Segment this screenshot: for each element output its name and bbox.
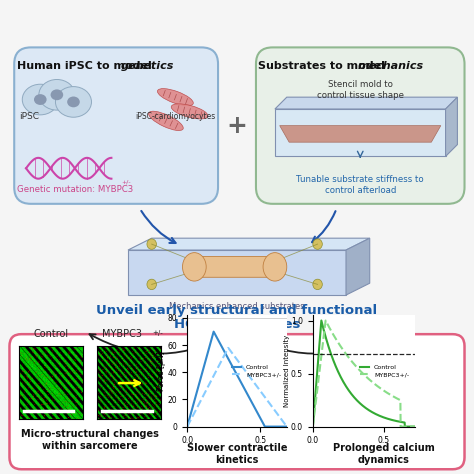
MYBPC3+/- (416, 424, 422, 429)
Control (219, 344, 225, 350)
Text: Genetic mutation: MYBPC3: Genetic mutation: MYBPC3 (17, 185, 133, 194)
Control (197, 378, 203, 383)
Ellipse shape (39, 80, 75, 110)
Ellipse shape (55, 87, 91, 117)
MYBPC3+/- (251, 379, 256, 385)
Text: Human iPSC to model: Human iPSC to model (17, 61, 155, 72)
Control (323, 335, 329, 341)
Control (211, 329, 217, 335)
Control (352, 396, 358, 401)
MYBPC3+/- (219, 358, 224, 364)
Text: iPSC: iPSC (19, 112, 39, 120)
MYBPC3+/- (352, 363, 358, 368)
Text: Slower contractile
kinetics: Slower contractile kinetics (187, 443, 287, 465)
MYBPC3+/- (197, 400, 203, 405)
Text: mechanics: mechanics (358, 61, 424, 72)
Y-axis label: Normalized Intensity: Normalized Intensity (283, 335, 290, 407)
Control (387, 417, 393, 422)
Control (261, 422, 267, 428)
Text: MYBPC3: MYBPC3 (102, 329, 142, 339)
MYBPC3+/- (261, 393, 267, 399)
MYBPC3+/- (387, 392, 393, 398)
Ellipse shape (147, 239, 156, 249)
Text: Mechanics enhanced substrates: Mechanics enhanced substrates (169, 302, 305, 311)
Control (345, 386, 351, 392)
Control (261, 421, 266, 427)
FancyBboxPatch shape (256, 47, 465, 204)
Text: Control: Control (33, 329, 69, 339)
Ellipse shape (22, 84, 58, 115)
Ellipse shape (182, 253, 206, 281)
Text: Micro-structural changes
within sarcomere: Micro-structural changes within sarcomer… (21, 429, 159, 451)
FancyBboxPatch shape (195, 256, 274, 277)
MYBPC3+/- (225, 345, 231, 351)
MYBPC3+/- (227, 346, 232, 352)
FancyBboxPatch shape (14, 47, 218, 204)
MYBPC3+/- (323, 318, 329, 324)
Line: Control: Control (187, 332, 292, 427)
Ellipse shape (263, 253, 287, 281)
Y-axis label: Force [µN]: Force [µN] (157, 351, 166, 391)
MYBPC3+/- (377, 385, 383, 391)
Text: Stencil mold to
control tissue shape: Stencil mold to control tissue shape (317, 81, 404, 100)
Polygon shape (346, 238, 370, 295)
Polygon shape (128, 250, 346, 295)
Ellipse shape (171, 104, 208, 119)
MYBPC3+/- (345, 354, 351, 359)
Text: genetics: genetics (121, 61, 174, 72)
Control (310, 424, 316, 429)
Ellipse shape (313, 239, 322, 249)
Ellipse shape (34, 94, 46, 105)
Ellipse shape (147, 279, 156, 290)
Ellipse shape (148, 111, 183, 130)
Text: +/-: +/- (121, 180, 130, 185)
MYBPC3+/- (310, 424, 316, 429)
Control (377, 413, 383, 419)
Legend: Control, MYBPC3+/-: Control, MYBPC3+/- (357, 362, 411, 380)
Control (290, 424, 295, 429)
Control (184, 424, 190, 429)
Ellipse shape (51, 90, 63, 100)
Control (319, 318, 324, 323)
Polygon shape (128, 238, 370, 250)
Polygon shape (275, 109, 446, 156)
Text: iPSC-cardiomyocytes: iPSC-cardiomyocytes (135, 112, 216, 120)
MYBPC3+/- (387, 392, 392, 397)
MYBPC3+/- (323, 318, 328, 323)
Polygon shape (446, 97, 457, 156)
MYBPC3+/- (261, 392, 266, 398)
Polygon shape (275, 97, 457, 109)
Ellipse shape (67, 97, 80, 107)
Text: +/-: +/- (152, 329, 163, 336)
Line: MYBPC3+/-: MYBPC3+/- (187, 348, 292, 427)
Legend: Control, MYBPC3+/-: Control, MYBPC3+/- (229, 362, 283, 380)
Ellipse shape (157, 89, 193, 106)
Polygon shape (280, 126, 441, 142)
Control (227, 358, 232, 364)
Ellipse shape (313, 279, 322, 290)
Line: Control: Control (313, 320, 419, 427)
MYBPC3+/- (184, 424, 190, 429)
Control (387, 417, 392, 422)
Line: MYBPC3+/-: MYBPC3+/- (313, 320, 419, 427)
Control (251, 403, 256, 409)
Text: Unveil early structural and functional: Unveil early structural and functional (96, 304, 378, 317)
Text: Prolonged calcium
dynamics: Prolonged calcium dynamics (333, 443, 435, 465)
Text: Tunable substrate stiffness to
control afterload: Tunable substrate stiffness to control a… (296, 175, 424, 194)
Control (416, 424, 422, 429)
Text: +: + (227, 114, 247, 137)
FancyBboxPatch shape (9, 334, 465, 469)
Text: Substrates to model: Substrates to model (258, 61, 389, 72)
MYBPC3+/- (290, 424, 295, 429)
Text: HCM phenotypes: HCM phenotypes (174, 318, 300, 331)
